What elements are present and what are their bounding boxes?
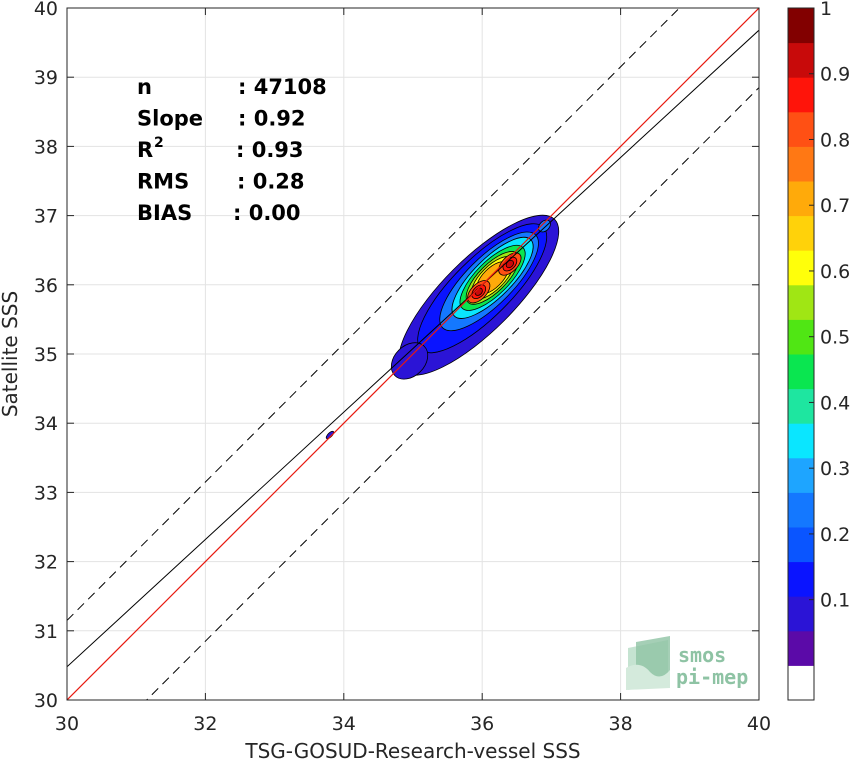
stat-value: : 47108: [238, 75, 327, 99]
colorbar-segment: [788, 388, 814, 424]
stat-label: R: [137, 138, 153, 162]
x-tick-label: 30: [55, 713, 79, 735]
colorbar-tick-label: 0.7: [820, 195, 850, 217]
y-tick-label: 39: [34, 67, 58, 89]
y-tick-label: 33: [34, 482, 58, 504]
colorbar-segment: [788, 527, 814, 563]
stat-label: BIAS: [137, 201, 192, 225]
colorbar-segment: [788, 423, 814, 459]
colorbar-tick-label: 0.9: [820, 64, 850, 86]
x-tick-label: 38: [609, 713, 633, 735]
colorbar-tick-label: 0.1: [820, 590, 850, 612]
x-tick-label: 32: [193, 713, 217, 735]
y-axis-ticks: 30 31 32 33 34 35 36 37 38 39 40: [34, 0, 759, 712]
colorbar-tick-label: 0.6: [820, 261, 850, 283]
y-tick-label: 31: [34, 621, 58, 643]
colorbar-segment: [788, 146, 814, 182]
y-tick-label: 32: [34, 552, 58, 574]
colorbar-segment: [788, 665, 814, 701]
fit-line: [67, 29, 759, 668]
colorbar-tick-label: 0.5: [820, 327, 850, 349]
colorbar-segment: [788, 457, 814, 493]
colorbar-segment: [788, 77, 814, 113]
smos-pi-mep-logo: smos pi-mep: [626, 636, 748, 690]
y-axis-title: Satellite SSS: [0, 291, 22, 417]
density-small-feature: [538, 219, 551, 233]
upper-bound-line: [67, 8, 681, 621]
y-tick-label: 37: [34, 206, 58, 228]
y-tick-label: 40: [34, 0, 58, 20]
reference-lines: [67, 8, 759, 700]
colorbar-segment: [788, 284, 814, 320]
x-tick-label: 34: [332, 713, 356, 735]
colorbar-segment: [788, 181, 814, 217]
logo-text-smos: smos: [678, 643, 726, 667]
stat-value: : 0.00: [233, 201, 301, 225]
colorbar: 0.1 0.2 0.3 0.4 0.5 0.6 0.7 0.8 0.9 1: [787, 0, 850, 701]
y-tick-label: 30: [34, 690, 58, 712]
x-axis-ticks: 30 32 34 36 38 40: [55, 8, 771, 735]
colorbar-segment: [788, 8, 814, 44]
stat-value: : 0.28: [237, 170, 305, 194]
grid: [66, 7, 760, 701]
density-contours: [325, 214, 560, 440]
x-axis-title: TSG-GOSUD-Research-vessel SSS: [244, 739, 580, 763]
stat-value: : 0.93: [236, 138, 304, 162]
lower-bound-line: [145, 87, 759, 700]
stat-label: RMS: [137, 170, 189, 194]
colorbar-segment: [788, 215, 814, 251]
colorbar-tick-label: 0.8: [820, 129, 850, 151]
y-tick-label: 38: [34, 136, 58, 158]
stat-label-superscript: 2: [154, 135, 164, 151]
colorbar-tick-label: 0.4: [820, 392, 850, 414]
x-tick-label: 40: [747, 713, 771, 735]
stat-label: n: [137, 75, 152, 99]
x-tick-label: 36: [470, 713, 494, 735]
colorbar-segment: [788, 354, 814, 390]
colorbar-segment: [788, 250, 814, 286]
colorbar-segment: [788, 596, 814, 632]
y-tick-label: 36: [34, 275, 58, 297]
identity-line: [67, 8, 759, 700]
colorbar-tick-label: 0.3: [820, 458, 850, 480]
y-tick-label: 34: [34, 413, 58, 435]
y-tick-label: 35: [34, 344, 58, 366]
density-tail: [390, 342, 429, 380]
stat-value: : 0.92: [238, 107, 306, 131]
colorbar-segment: [788, 561, 814, 597]
density-isolated-point: [325, 430, 335, 440]
colorbar-segment: [788, 111, 814, 147]
colorbar-tick-label: 1: [820, 0, 832, 20]
colorbar-segment: [788, 42, 814, 78]
colorbar-segment: [788, 492, 814, 528]
stats-box: n : 47108 Slope : 0.92 R 2 : 0.93 RMS : 0.28 BIAS…: [137, 75, 327, 225]
stat-label: Slope: [137, 107, 203, 131]
logo-text-pi-mep: pi-mep: [676, 665, 748, 689]
colorbar-tick-label: 0.2: [820, 524, 850, 546]
colorbar-segment: [788, 630, 814, 666]
colorbar-frame: [787, 7, 815, 701]
